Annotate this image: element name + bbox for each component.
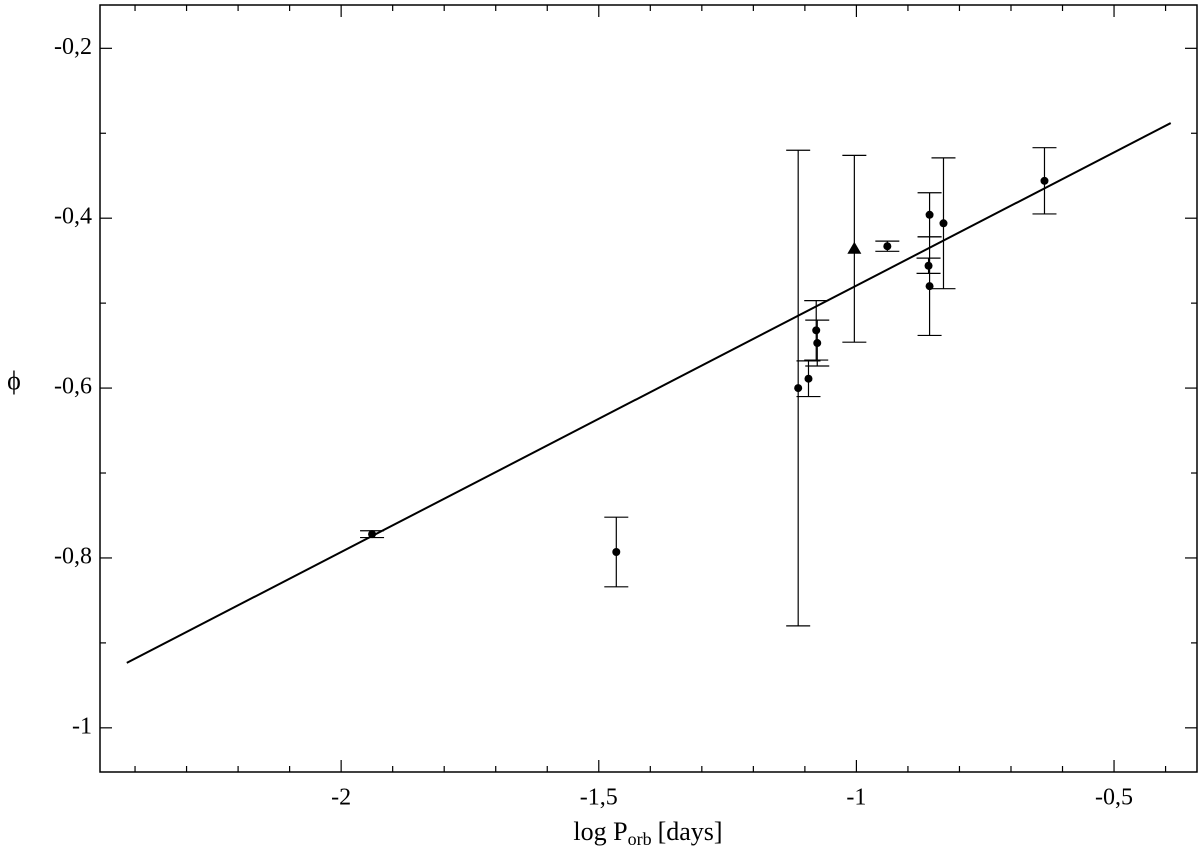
y-tick-label: -1 (72, 713, 92, 739)
point (1040, 176, 1049, 185)
y-tick-label: -0,8 (54, 543, 92, 569)
point (847, 241, 862, 254)
point (925, 210, 934, 219)
point (612, 548, 621, 557)
plot-frame (99, 4, 1198, 773)
y-axis-label: ϕ (7, 366, 21, 395)
y-tick-label: -0,6 (54, 374, 92, 400)
point (368, 530, 377, 539)
point (883, 242, 892, 251)
x-tick-label: -2 (331, 785, 351, 811)
x-label-main: log P (573, 817, 627, 846)
point (813, 339, 822, 348)
y-tick-label: -0,4 (54, 204, 92, 230)
x-axis-label: log Porb [days] (573, 817, 722, 849)
point (794, 384, 803, 393)
x-label-sub: orb (628, 829, 652, 849)
point (804, 374, 813, 383)
fit-line (126, 122, 1172, 664)
point (939, 219, 948, 228)
x-tick-label: -1 (846, 785, 866, 811)
point (924, 261, 933, 270)
x-tick-label: -1,5 (580, 785, 618, 811)
point (812, 326, 821, 335)
x-tick-label: -0,5 (1095, 785, 1133, 811)
y-tick-label: -0,2 (54, 34, 92, 60)
x-label-unit: [days] (658, 817, 723, 846)
